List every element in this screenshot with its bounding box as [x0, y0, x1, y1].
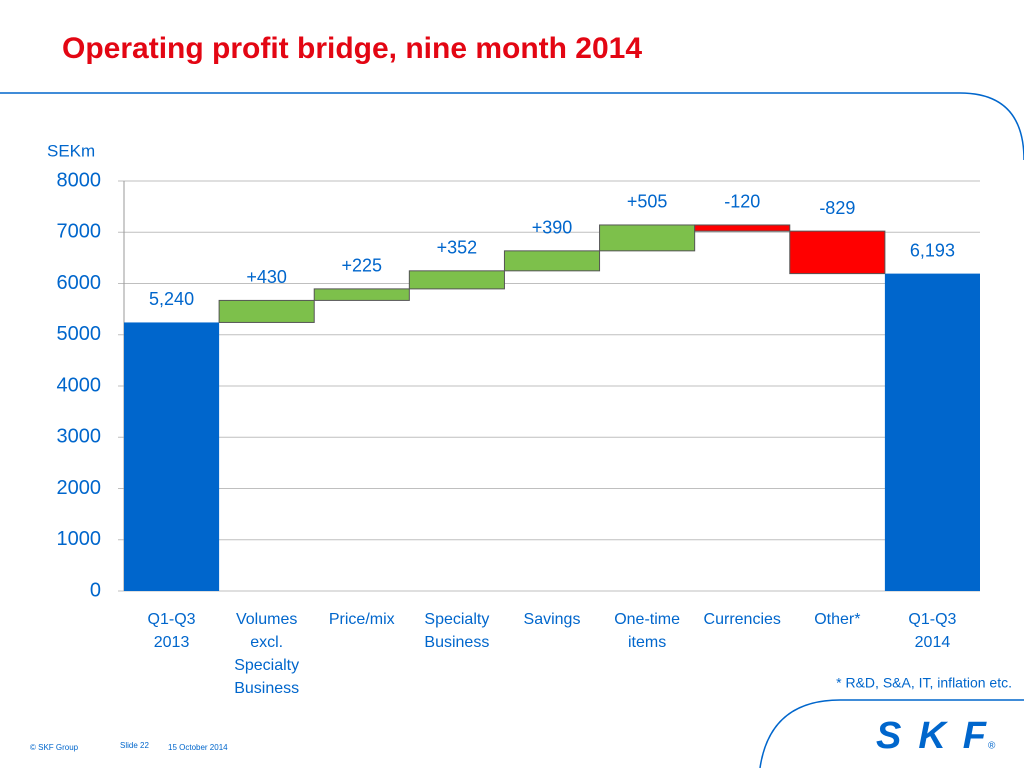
value-label: +225 [342, 256, 383, 276]
bar [124, 322, 220, 591]
bar [408, 270, 505, 290]
x-tick-label: Specialty Business [424, 611, 490, 651]
logo-registered: ® [988, 741, 996, 752]
value-label: 6,193 [910, 240, 955, 260]
y-tick-label: 5000 [57, 323, 102, 345]
x-tick-label: Currencies [703, 611, 781, 628]
value-label: +352 [437, 238, 478, 258]
y-tick-label: 6000 [57, 272, 102, 294]
bar [599, 224, 696, 252]
x-tick-label: Q1-Q3 2014 [908, 611, 957, 651]
bar [313, 288, 410, 301]
x-tick-label: One-time items [614, 611, 680, 651]
unit-label: SEKm [47, 141, 95, 160]
x-tick-label: Q1-Q3 2013 [147, 611, 196, 651]
bar [694, 224, 791, 232]
y-tick-label: 0 [90, 579, 101, 601]
value-label: 5,240 [149, 289, 194, 309]
value-label: -829 [819, 198, 855, 218]
value-label: +505 [627, 192, 668, 212]
x-tick-label: Savings [523, 611, 581, 628]
slide-number: Slide 22 [120, 741, 149, 750]
x-tick-label: Price/mix [328, 611, 395, 628]
date: 15 October 2014 [168, 743, 228, 752]
decor-line [0, 92, 1024, 161]
chart-title: Operating profit bridge, nine month 2014 [62, 32, 642, 65]
logo: SKF [876, 715, 988, 757]
bar [884, 273, 980, 591]
bar [218, 299, 315, 323]
x-tick-label: Other* [814, 611, 861, 628]
footnote: * R&D, S&A, IT, inflation etc. [836, 675, 1012, 691]
y-tick-label: 3000 [57, 426, 102, 448]
value-label: -120 [724, 192, 760, 212]
y-tick-label: 1000 [57, 528, 102, 550]
y-tick-label: 2000 [57, 477, 102, 499]
bar [789, 230, 886, 275]
x-tick-label: Volumes excl. Specialty Business [234, 611, 300, 697]
copyright: © SKF Group [30, 743, 79, 752]
bar [503, 250, 601, 272]
value-label: +430 [246, 267, 287, 287]
y-tick-label: 7000 [57, 221, 102, 243]
decor-line [759, 699, 1024, 768]
y-tick-label: 4000 [57, 374, 102, 396]
y-tick-label: 8000 [57, 169, 102, 191]
value-label: +390 [532, 218, 573, 238]
